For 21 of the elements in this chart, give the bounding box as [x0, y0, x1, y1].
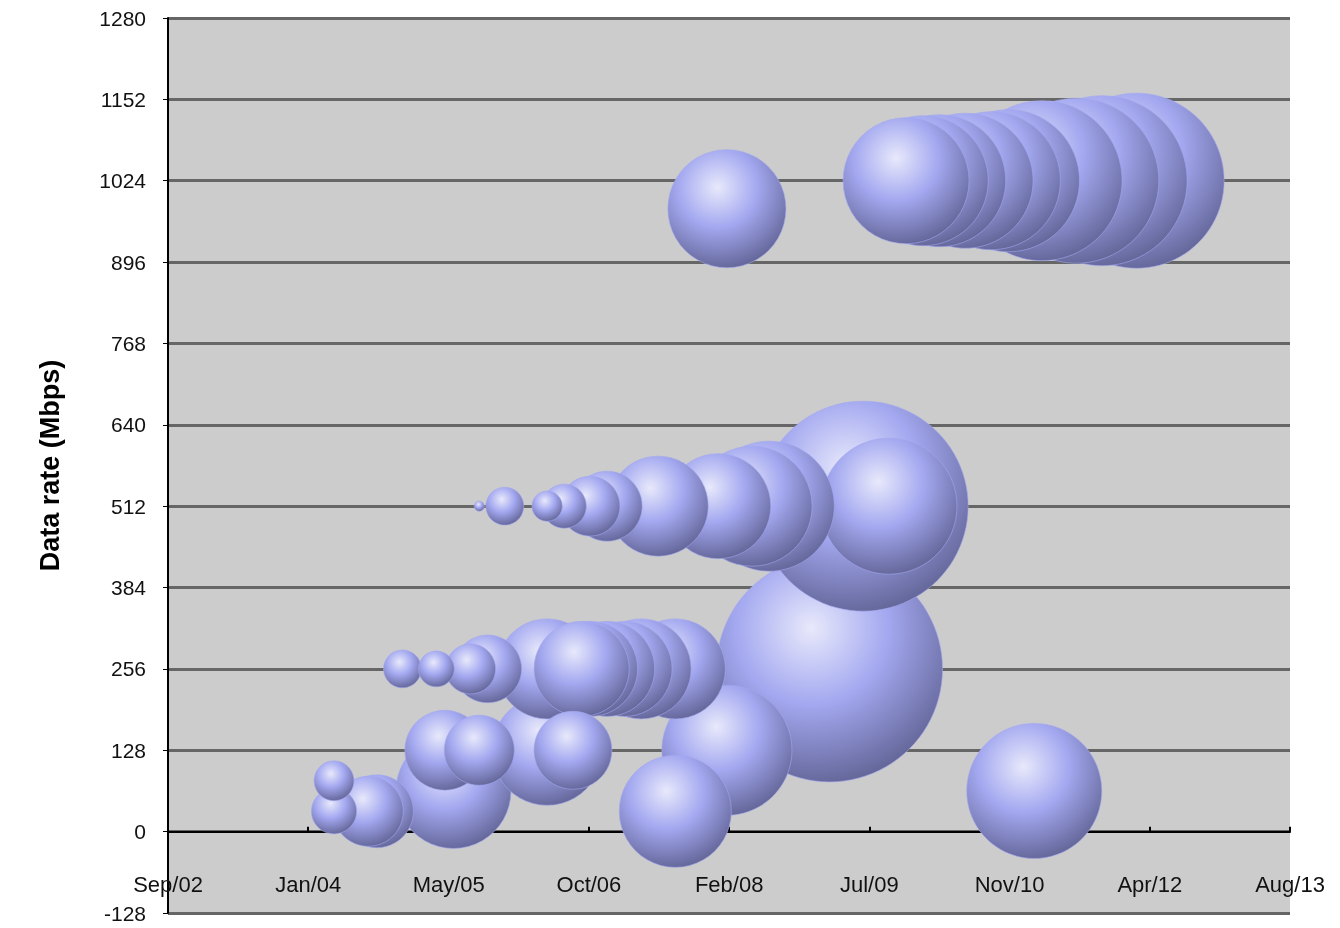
y-tick-label: 896	[110, 250, 146, 274]
x-tick-label: Oct/06	[556, 871, 622, 897]
y-tick-label: 256	[110, 657, 146, 681]
y-tick-label: 0	[134, 820, 146, 844]
x-tick-label: Jul/09	[840, 871, 899, 897]
y-tick-label: 512	[110, 494, 146, 518]
x-tick-label: Feb/08	[694, 871, 764, 897]
y-tick-label: -128	[103, 901, 146, 925]
y-tick-label: 1152	[100, 87, 146, 111]
y-tick-label: 384	[110, 576, 147, 600]
x-tick-label: Apr/12	[1117, 871, 1183, 897]
y-tick-label: 1280	[99, 6, 146, 30]
x-tick-label: Aug/13	[1255, 871, 1325, 897]
x-tick-label: May/05	[412, 871, 485, 897]
y-tick-label: 768	[110, 331, 146, 355]
y-tick-label: 640	[110, 413, 146, 437]
y-tick-label: 1024	[99, 169, 147, 193]
y-tick-label: 128	[110, 738, 146, 762]
x-tick-label: Jan/04	[275, 871, 342, 897]
y-axis-title: Data rate (Mbps)	[34, 359, 65, 572]
x-tick-label: Nov/10	[974, 871, 1045, 897]
